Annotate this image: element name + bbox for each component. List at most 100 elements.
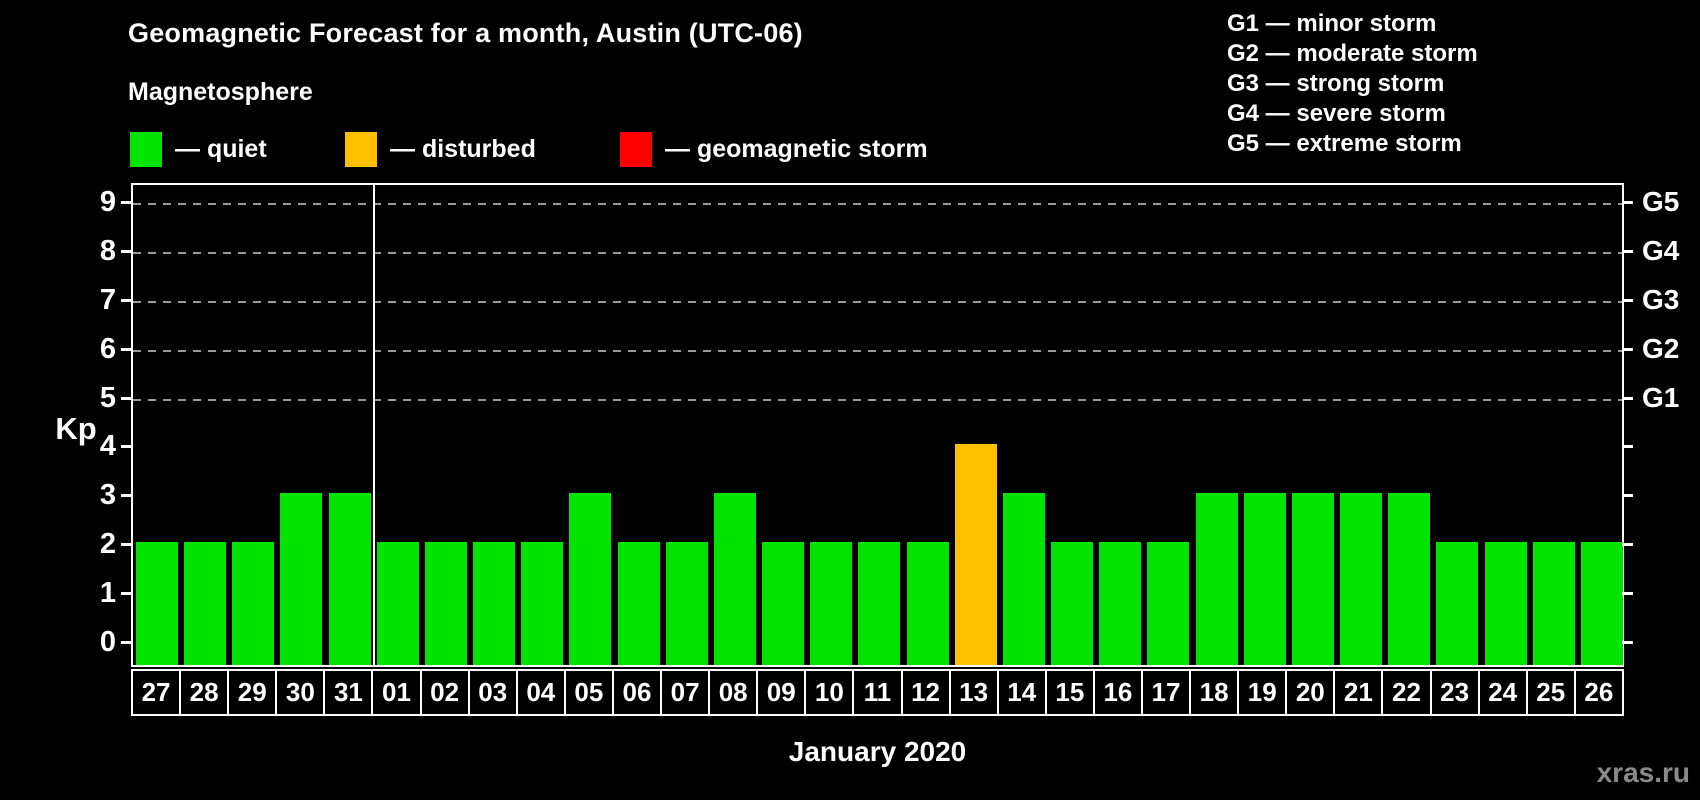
y-tick-label-0: 0 [99, 626, 116, 658]
day-label-16: 16 [1092, 669, 1143, 716]
kp-bar-day-04 [521, 542, 563, 665]
y-tick-label-5: 5 [99, 381, 116, 414]
y-axis-title: Kp [55, 411, 97, 446]
right-tick-kp0 [1622, 641, 1633, 644]
day-label-01: 01 [371, 669, 422, 716]
kp-bar-day-30 [280, 493, 322, 665]
g-scale-legend: G1 — minor storm G2 — moderate storm G3 … [1227, 9, 1478, 159]
kp-bar-day-22 [1388, 493, 1430, 665]
plot-area [131, 183, 1624, 667]
day-label-15: 15 [1044, 669, 1095, 716]
gridline-kp6 [133, 349, 1622, 352]
left-tick-kp3 [121, 494, 131, 498]
day-label-03: 03 [467, 669, 518, 716]
kp-bar-day-31 [329, 493, 371, 665]
magnetosphere-label: Magnetosphere [128, 78, 313, 106]
kp-bar-day-11 [858, 542, 900, 665]
kp-bar-day-10 [810, 542, 852, 665]
left-tick-kp6 [121, 347, 131, 351]
day-label-21: 21 [1333, 669, 1384, 716]
right-tick-kp6 [1622, 347, 1633, 351]
kp-bar-day-23 [1436, 542, 1478, 665]
y-tick-label-1: 1 [99, 577, 116, 610]
kp-bar-day-06 [618, 542, 660, 665]
right-tick-kp3 [1622, 494, 1633, 498]
day-label-23: 23 [1429, 669, 1480, 716]
day-label-11: 11 [852, 669, 903, 716]
day-label-09: 09 [756, 669, 807, 716]
page-title: Geomagnetic Forecast for a month, Austin… [128, 18, 803, 48]
x-axis-title: January 2020 [788, 736, 967, 767]
left-tick-kp2 [121, 543, 131, 547]
left-tick-kp1 [121, 592, 131, 596]
g-level-label-g1: G1 [1642, 381, 1680, 413]
g-scale-legend-g4: G4 — severe storm [1227, 100, 1446, 127]
legend-item-disturbed: — disturbed [345, 131, 536, 168]
kp-bar-day-25 [1533, 542, 1575, 665]
day-label-17: 17 [1140, 669, 1192, 716]
kp-bar-day-13 [955, 444, 997, 665]
right-tick-kp9 [1622, 200, 1633, 204]
legend-item-quiet: — quiet [130, 131, 267, 168]
kp-bar-day-14 [1003, 493, 1045, 665]
kp-bar-day-16 [1099, 542, 1141, 665]
quiet-color-swatch [130, 132, 162, 167]
day-label-06: 06 [611, 669, 663, 716]
kp-bar-day-05 [569, 493, 611, 665]
day-label-30: 30 [275, 669, 326, 716]
gridline-kp9 [133, 202, 1622, 205]
kp-bar-day-17 [1147, 542, 1189, 665]
storm-color-swatch [620, 132, 652, 167]
month-separator-line [373, 185, 375, 665]
day-label-22: 22 [1381, 669, 1432, 716]
day-label-28: 28 [179, 669, 230, 716]
y-tick-label-9: 9 [99, 185, 116, 218]
kp-bar-day-29 [232, 542, 274, 665]
left-tick-kp5 [121, 396, 131, 400]
kp-bar-day-18 [1196, 493, 1238, 665]
g-level-label-g4: G4 [1642, 234, 1680, 266]
day-label-19: 19 [1237, 669, 1288, 716]
g-scale-legend-g3: G3 — strong storm [1227, 70, 1445, 97]
kp-bar-day-19 [1244, 493, 1286, 665]
legend-label-disturbed: — disturbed [390, 135, 536, 163]
day-label-31: 31 [323, 669, 374, 716]
kp-bar-day-21 [1340, 493, 1382, 665]
kp-bar-day-15 [1051, 542, 1093, 665]
left-tick-kp0 [121, 641, 131, 644]
g-scale-legend-g1: G1 — minor storm [1227, 10, 1437, 37]
kp-bar-day-24 [1485, 542, 1527, 665]
day-label-25: 25 [1525, 669, 1576, 716]
right-tick-kp8 [1622, 249, 1633, 253]
day-label-07: 07 [660, 669, 711, 716]
left-tick-kp8 [121, 249, 131, 253]
y-tick-label-7: 7 [99, 283, 116, 316]
g-level-label-g3: G3 [1642, 283, 1680, 315]
day-label-24: 24 [1477, 669, 1528, 716]
kp-bar-day-27 [136, 542, 178, 665]
g-scale-legend-g2: G2 — moderate storm [1227, 40, 1478, 67]
day-label-12: 12 [900, 669, 951, 716]
gridline-kp5 [133, 398, 1622, 401]
y-tick-label-6: 6 [99, 332, 116, 365]
day-label-02: 02 [419, 669, 470, 716]
y-tick-label-3: 3 [99, 479, 116, 512]
kp-bar-day-02 [425, 542, 467, 665]
left-tick-kp7 [121, 298, 131, 302]
kp-bar-day-07 [666, 542, 708, 665]
day-label-10: 10 [804, 669, 855, 716]
gridline-kp7 [133, 300, 1622, 303]
y-tick-label-4: 4 [99, 430, 116, 463]
g-level-label-g5: G5 [1642, 185, 1680, 217]
right-tick-kp7 [1622, 298, 1633, 302]
left-tick-kp9 [121, 200, 131, 204]
kp-bar-day-03 [473, 542, 515, 665]
day-label-27: 27 [131, 669, 182, 716]
gridline-kp8 [133, 251, 1622, 254]
day-label-29: 29 [227, 669, 278, 716]
day-label-20: 20 [1285, 669, 1336, 716]
day-label-08: 08 [708, 669, 759, 716]
kp-bar-day-09 [762, 542, 804, 665]
kp-bar-day-20 [1292, 493, 1334, 665]
